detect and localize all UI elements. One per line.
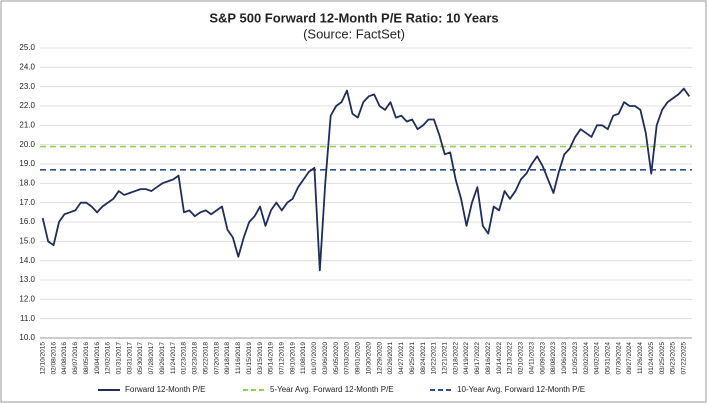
x-tick-label: 01/24/2025 — [648, 342, 655, 375]
x-tick-label: 09/27/2024 — [626, 342, 633, 375]
x-tick-label: 12/05/2023 — [572, 342, 579, 375]
y-tick-label: 20.0 — [19, 140, 35, 149]
x-tick-label: 07/03/2020 — [344, 342, 351, 375]
x-tick-label: 04/02/2024 — [594, 342, 601, 375]
chart-title: S&P 500 Forward 12-Month P/E Ratio: 10 Y… — [209, 10, 498, 25]
x-tick-label: 04/27/2021 — [398, 342, 405, 375]
x-tick-label: 08/16/2022 — [485, 342, 492, 375]
x-tick-label: 01/15/2019 — [246, 342, 253, 375]
legend-label: 5-Year Avg. Forward 12-Month P/E — [270, 385, 394, 394]
data-line — [41, 87, 691, 272]
x-tick-label: 02/08/2016 — [50, 342, 57, 375]
y-tick-label: 25.0 — [19, 43, 35, 52]
x-tick-label: 12/13/2022 — [507, 342, 514, 375]
x-tick-label: 06/17/2022 — [474, 342, 481, 375]
x-tick-label: 12/21/2021 — [442, 342, 449, 375]
x-tick-label: 07/30/2024 — [615, 342, 622, 375]
legend-label: Forward 12-Month P/E — [125, 385, 205, 394]
x-tick-label: 02/18/2022 — [452, 342, 459, 375]
x-tick-label: 04/08/2016 — [61, 342, 68, 375]
x-tick-label: 09/18/2018 — [224, 342, 231, 375]
x-tick-label: 01/23/2018 — [181, 342, 188, 375]
x-tick-label: 03/23/2018 — [192, 342, 199, 375]
y-tick-label: 18.0 — [19, 178, 35, 187]
y-tick-label: 21.0 — [19, 120, 35, 129]
x-tick-label: 12/10/2015 — [39, 342, 46, 375]
x-tick-label: 12/02/2016 — [105, 342, 112, 375]
legend-label: 10-Year Avg. Forward 12-Month P/E — [457, 385, 585, 394]
x-tick-label: 06/07/2016 — [72, 342, 79, 375]
x-tick-label: 02/02/2024 — [583, 342, 590, 375]
x-tick-label: 10/06/2023 — [561, 342, 568, 375]
x-tick-label: 05/23/2025 — [670, 342, 677, 375]
x-tick-label: 03/15/2019 — [257, 342, 264, 375]
x-tick-label: 10/04/2016 — [94, 342, 101, 375]
x-tick-label: 03/06/2020 — [322, 342, 329, 375]
x-tick-label: 11/24/2017 — [170, 342, 177, 374]
x-tick-label: 08/05/2016 — [83, 342, 90, 375]
x-tick-label: 11/16/2018 — [235, 342, 242, 374]
x-tick-label: 03/31/2017 — [126, 342, 133, 375]
x-tick-label: 09/10/2019 — [289, 342, 296, 375]
y-tick-label: 19.0 — [19, 159, 35, 168]
x-tick-label: 04/11/2023 — [528, 342, 535, 374]
x-tick-label: 06/09/2023 — [539, 342, 546, 375]
y-tick-label: 16.0 — [19, 217, 35, 226]
y-tick-label: 14.0 — [19, 256, 35, 265]
x-tick-label: 11/08/2019 — [300, 342, 307, 374]
y-tick-label: 11.0 — [20, 314, 36, 323]
y-tick-label: 15.0 — [19, 236, 35, 245]
y-tick-label: 23.0 — [19, 82, 35, 91]
x-tick-label: 10/14/2022 — [496, 342, 503, 375]
y-tick-label: 13.0 — [19, 275, 35, 284]
x-tick-label: 01/31/2017 — [116, 342, 123, 375]
x-tick-label: 05/22/2018 — [202, 342, 209, 375]
y-tick-label: 17.0 — [19, 198, 35, 207]
x-tick-label: 07/20/2018 — [213, 342, 220, 375]
x-tick-label: 05/05/2020 — [333, 342, 340, 375]
x-tick-label: 05/31/2024 — [605, 342, 612, 375]
x-tick-label: 02/26/2021 — [387, 342, 394, 375]
x-tick-label: 11/26/2024 — [637, 342, 644, 374]
x-tick-label: 10/22/2021 — [431, 342, 438, 375]
y-tick-label: 10.0 — [19, 333, 35, 342]
x-tick-label: 07/28/2017 — [148, 342, 155, 375]
x-tick-label: 09/26/2017 — [159, 342, 166, 375]
x-tick-label: 09/01/2020 — [355, 342, 362, 375]
x-tick-label: 07/12/2019 — [279, 342, 286, 375]
x-tick-label: 08/24/2021 — [420, 342, 427, 375]
y-tick-label: 22.0 — [19, 101, 35, 110]
x-tick-label: 01/07/2020 — [311, 342, 318, 375]
chart-subtitle: (Source: FactSet) — [303, 26, 405, 41]
x-tick-label: 12/29/2020 — [376, 342, 383, 375]
x-tick-label: 05/30/2017 — [137, 342, 144, 375]
y-tick-label: 24.0 — [19, 62, 35, 71]
x-tick-label: 08/08/2023 — [550, 342, 557, 375]
x-tick-label: 04/19/2022 — [463, 342, 470, 375]
x-tick-label: 02/10/2023 — [518, 342, 525, 375]
y-tick-label: 12.0 — [19, 294, 35, 303]
x-tick-label: 05/14/2019 — [268, 342, 275, 375]
x-tick-label: 03/25/2025 — [659, 342, 666, 375]
x-tick-label: 07/22/2025 — [681, 342, 688, 375]
x-tick-label: 10/30/2020 — [365, 342, 372, 375]
x-tick-label: 06/25/2021 — [409, 342, 416, 375]
